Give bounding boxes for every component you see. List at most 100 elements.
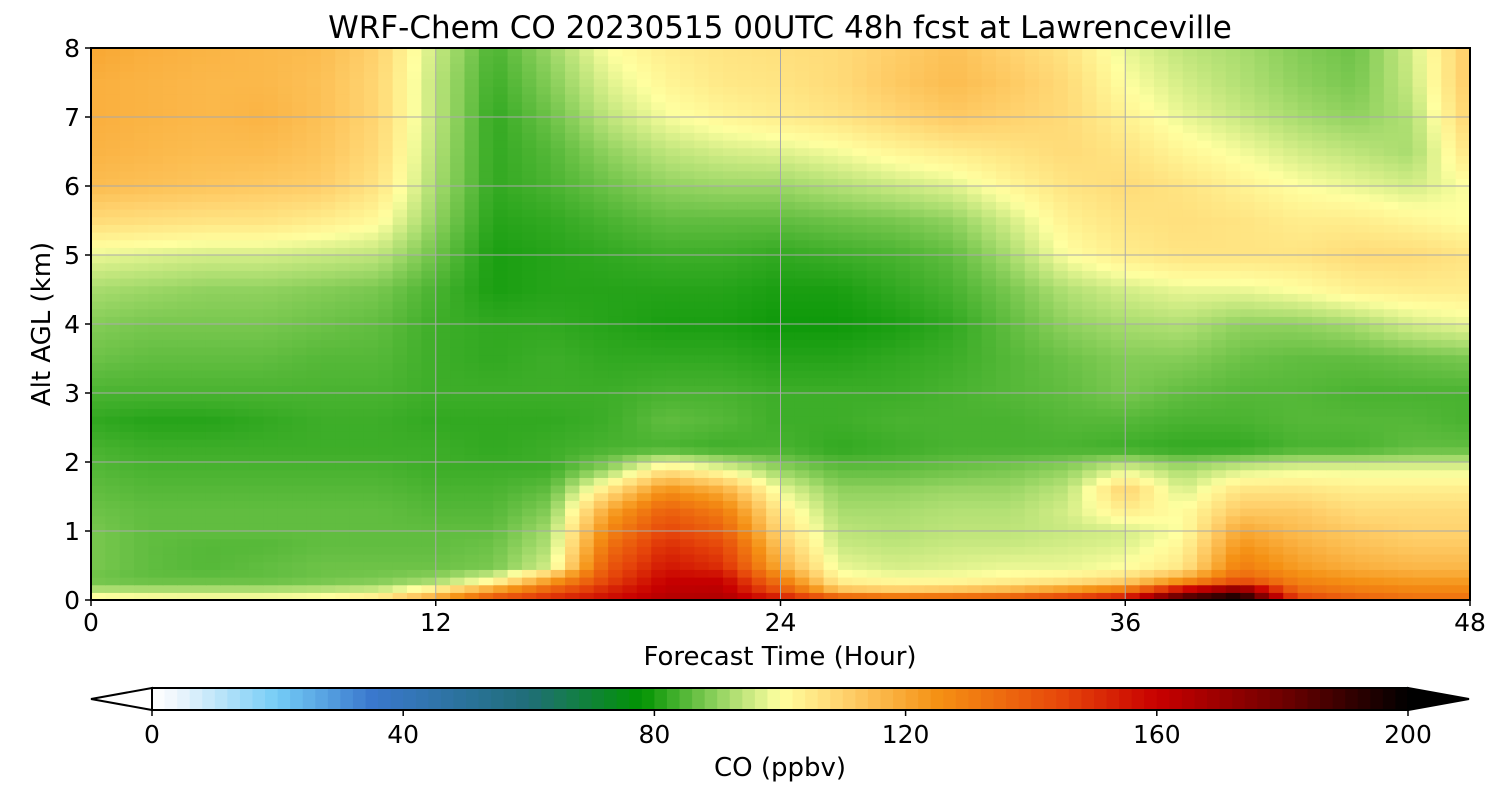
heatmap-cell: [608, 354, 624, 363]
heatmap-cell: [1168, 500, 1184, 509]
heatmap-cell: [1383, 216, 1399, 225]
heatmap-cell: [1254, 423, 1270, 432]
heatmap-cell: [421, 508, 437, 517]
heatmap-cell: [1283, 209, 1299, 218]
heatmap-cell: [464, 515, 480, 524]
heatmap-cell: [1139, 232, 1155, 241]
heatmap-cell: [119, 546, 135, 555]
heatmap-cell: [507, 546, 523, 555]
heatmap-cell: [881, 324, 897, 333]
heatmap-cell: [91, 400, 106, 409]
heatmap-cell: [493, 523, 509, 532]
heatmap-cell: [162, 523, 178, 532]
heatmap-cell: [837, 224, 853, 233]
heatmap-cell: [837, 278, 853, 287]
heatmap-cell: [148, 262, 164, 271]
heatmap-cell: [694, 255, 710, 264]
heatmap-cell: [708, 538, 724, 547]
heatmap-cell: [1412, 477, 1428, 486]
heatmap-cell: [981, 469, 997, 478]
heatmap-cell: [823, 239, 839, 248]
heatmap-cell: [378, 331, 394, 340]
heatmap-cell: [1311, 515, 1327, 524]
heatmap-cell: [780, 569, 796, 578]
heatmap-cell: [162, 577, 178, 586]
heatmap-cell: [162, 431, 178, 440]
heatmap-cell: [1383, 393, 1399, 402]
heatmap-cell: [478, 331, 494, 340]
heatmap-cell: [565, 485, 580, 494]
heatmap-cell: [263, 492, 279, 501]
heatmap-cell: [1039, 416, 1055, 425]
heatmap-cell: [794, 262, 810, 271]
heatmap-cell: [378, 508, 394, 517]
heatmap-cell: [1283, 239, 1299, 248]
heatmap-cell: [881, 232, 897, 241]
heatmap-cell: [1211, 400, 1227, 409]
heatmap-cell: [737, 201, 753, 210]
heatmap-cell: [751, 485, 767, 494]
heatmap-cell: [1426, 316, 1442, 325]
heatmap-cell: [162, 293, 178, 302]
heatmap-cell: [1441, 232, 1457, 241]
heatmap-cell: [679, 477, 695, 486]
heatmap-cell: [809, 492, 825, 501]
heatmap-cell: [1139, 293, 1155, 302]
heatmap-cell: [1426, 439, 1442, 448]
heatmap-cell: [1297, 393, 1313, 402]
heatmap-cell: [1211, 538, 1227, 547]
heatmap-cell: [191, 262, 207, 271]
heatmap-cell: [1024, 423, 1040, 432]
heatmap-cell: [1412, 515, 1428, 524]
heatmap-cell: [924, 201, 940, 210]
heatmap-cell: [435, 416, 451, 425]
heatmap-cell: [306, 293, 322, 302]
heatmap-cell: [1053, 278, 1069, 287]
heatmap-cell: [1268, 216, 1284, 225]
heatmap-cell: [1326, 362, 1342, 371]
heatmap-cell: [1455, 538, 1470, 547]
heatmap-cell: [1441, 546, 1457, 555]
heatmap-cell: [493, 462, 509, 471]
heatmap-cell: [895, 224, 911, 233]
heatmap-cell: [866, 423, 882, 432]
heatmap-cell: [277, 523, 293, 532]
heatmap-cell: [263, 385, 279, 394]
heatmap-cell: [378, 538, 394, 547]
heatmap-cell: [177, 469, 193, 478]
heatmap-cell: [249, 347, 264, 356]
heatmap-cell: [478, 431, 494, 440]
heatmap-cell: [292, 554, 308, 563]
heatmap-cell: [1110, 439, 1126, 448]
heatmap-cell: [105, 316, 121, 325]
heatmap-cell: [881, 385, 897, 394]
heatmap-cell: [392, 569, 408, 578]
heatmap-cell: [1326, 416, 1342, 425]
heatmap-cell: [1340, 339, 1356, 348]
heatmap-cell: [967, 224, 983, 233]
heatmap-cell: [249, 301, 264, 310]
heatmap-cell: [1240, 408, 1256, 417]
heatmap-cell: [191, 531, 207, 540]
heatmap-cell: [263, 278, 279, 287]
heatmap-cell: [1153, 393, 1169, 402]
heatmap-cell: [177, 554, 193, 563]
heatmap-cell: [608, 209, 624, 218]
heatmap-cell: [234, 331, 250, 340]
heatmap-cell: [895, 454, 911, 463]
heatmap-cell: [1355, 400, 1371, 409]
heatmap-cell: [881, 209, 897, 218]
heatmap-cell: [119, 423, 135, 432]
heatmap-cell: [1053, 546, 1069, 555]
heatmap-cell: [1225, 262, 1241, 271]
heatmap-cell: [249, 293, 264, 302]
heatmap-cell: [1067, 408, 1083, 417]
heatmap-cell: [766, 400, 782, 409]
heatmap-cell: [1168, 285, 1184, 294]
heatmap-cell: [1153, 339, 1169, 348]
heatmap-cell: [407, 508, 422, 517]
heatmap-cell: [435, 431, 451, 440]
heatmap-cell: [277, 569, 293, 578]
heatmap-cell: [1039, 431, 1055, 440]
heatmap-cell: [320, 416, 336, 425]
